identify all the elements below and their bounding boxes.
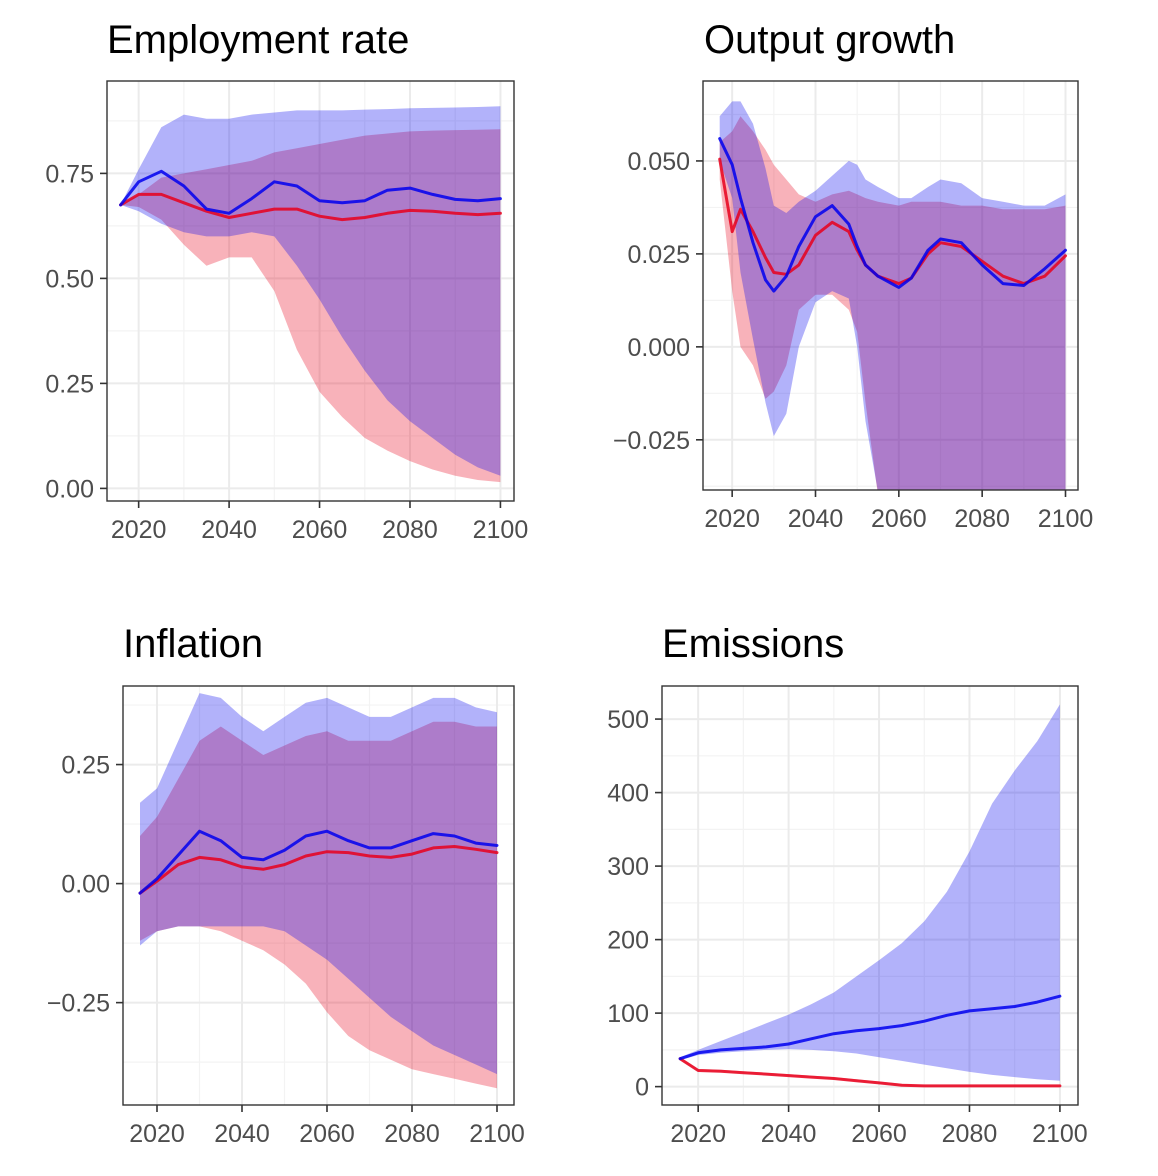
y-tick-label: 200 [607,927,649,955]
x-tick-label: 2040 [761,1120,817,1148]
series-line-0 [119,192,502,222]
panel-title: Employment rate [107,18,409,62]
uncertainty-band-1 [719,101,1066,490]
x-tick-label: 2100 [1032,1120,1088,1148]
x-tick-label: 2060 [299,1120,355,1148]
y-tick-label: 0.25 [45,370,94,398]
x-tick-label: 2040 [788,505,844,533]
panel-emissions: Emissions 2020 2040 2060 2080 2100 0 100 200 300… [607,622,1087,1148]
x-tick-label: 2040 [214,1120,270,1148]
y-tick-label: 0.50 [45,265,94,293]
x-tick-label: 2100 [1038,505,1094,533]
data-marks [718,101,1067,490]
panel-title: Inflation [123,622,263,666]
data-marks [138,693,499,1089]
y-tick-label: −0.25 [47,990,110,1018]
x-axis: 2020 2040 2060 2080 2100 [704,490,1093,533]
panel-inflation: Inflation 2020 2040 2060 2080 2100 −0.25 0.00 0… [47,622,525,1148]
y-axis: 0.00 0.25 0.50 0.75 [45,160,107,503]
panel-title: Emissions [662,622,844,666]
x-tick-label: 2080 [382,516,438,544]
grid [107,81,514,501]
y-tick-label: 500 [607,706,649,734]
plot-frame [702,80,1079,491]
x-tick-label: 2020 [111,516,167,544]
y-tick-label: 0.25 [61,752,110,780]
x-axis: 2020 2040 2060 2080 2100 [111,501,528,544]
panel-employment-rate: Employment rate 2020 2040 2060 2080 2100 0.00… [45,18,528,544]
x-tick-label: 2020 [670,1120,726,1148]
uncertainty-band-1 [680,704,1060,1081]
uncertainty-band-0 [120,129,501,483]
y-tick-label: 0.000 [627,334,690,362]
series-line-0 [678,1057,1062,1088]
y-tick-label: 0.00 [45,475,94,503]
x-axis: 2020 2040 2060 2080 2100 [670,1105,1088,1148]
plot-frame [661,685,1079,1106]
uncertainty-band-1 [120,106,501,476]
data-marks [119,106,502,483]
x-tick-label: 2060 [851,1120,907,1148]
plot-frame [122,685,515,1106]
x-tick-label: 2020 [704,505,760,533]
uncertainty-band-0 [719,116,1066,490]
x-tick-label: 2060 [292,516,348,544]
series-line-1 [119,169,502,215]
y-tick-label: 0.00 [61,871,110,899]
y-axis: 0 100 200 300 400 500 [607,706,662,1102]
x-tick-label: 2080 [384,1120,440,1148]
x-tick-label: 2080 [942,1120,998,1148]
grid [703,81,1078,490]
plot-frame [106,80,515,502]
series-line-0 [138,845,499,895]
y-tick-label: 0 [635,1074,649,1102]
y-tick-label: 400 [607,780,649,808]
series-line-1 [138,829,499,895]
x-tick-label: 2100 [469,1120,525,1148]
y-tick-label: 0.050 [627,148,690,176]
data-marks [678,704,1062,1088]
x-tick-label: 2040 [201,516,257,544]
uncertainty-band-0 [140,721,497,1089]
x-tick-label: 2020 [129,1120,185,1148]
uncertainty-band-1 [140,693,497,1075]
y-axis: −0.025 0.000 0.025 0.050 [613,148,703,455]
y-axis: −0.25 0.00 0.25 [47,752,123,1018]
y-tick-label: −0.025 [613,427,690,455]
y-tick-label: 100 [607,1000,649,1028]
y-tick-label: 0.75 [45,160,94,188]
grid [662,686,1078,1105]
x-tick-label: 2060 [871,505,927,533]
panel-title: Output growth [704,18,955,62]
y-tick-label: 300 [607,853,649,881]
series-line-1 [718,137,1067,293]
x-axis: 2020 2040 2060 2080 2100 [129,1105,525,1148]
x-tick-label: 2100 [473,516,529,544]
x-tick-label: 2080 [954,505,1010,533]
panel-output-growth: Output growth 2020 2040 2060 2080 2100 −0.025… [613,18,1093,533]
series-line-1 [678,994,1062,1061]
grid [123,686,514,1105]
y-tick-label: 0.025 [627,241,690,269]
